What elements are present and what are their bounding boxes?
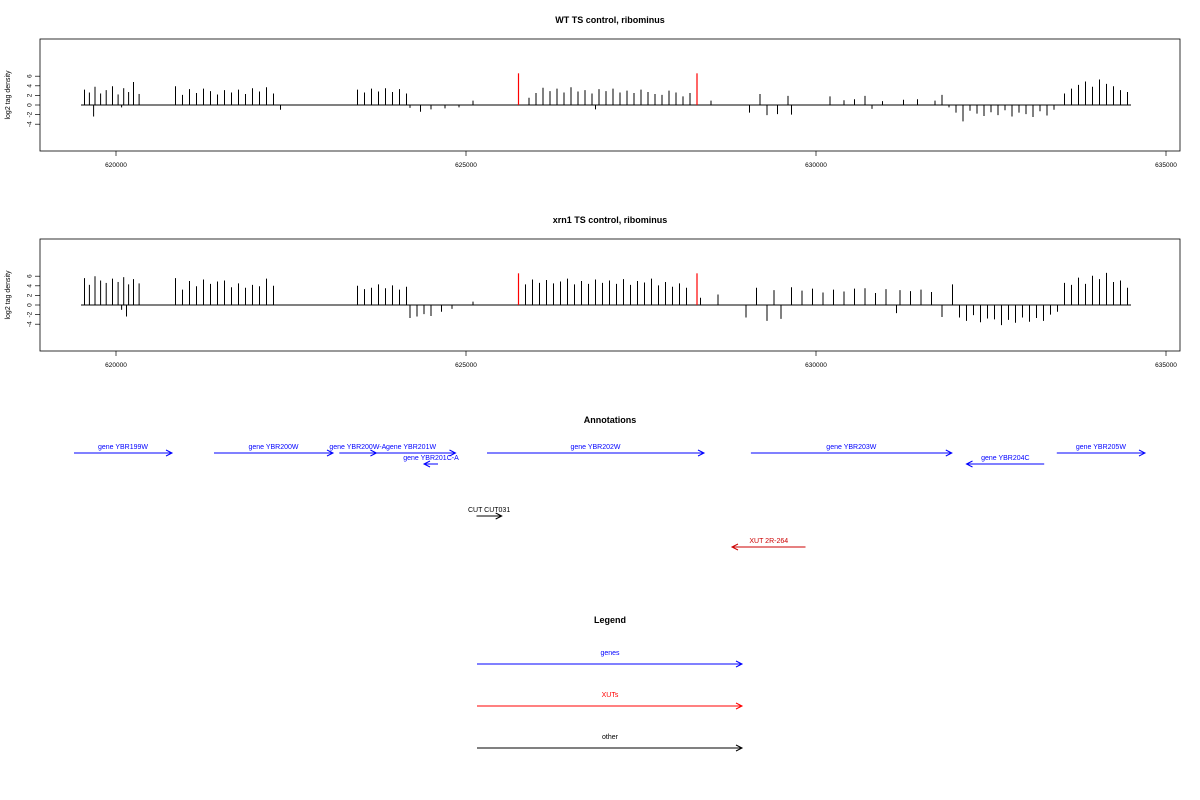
y-tick-label: 4 <box>27 284 34 288</box>
feature: gene YBR202W <box>487 444 706 457</box>
feature: gene YBR200W <box>214 444 335 457</box>
plot-frame <box>39 38 1181 152</box>
feature: gene YBR201W <box>366 444 457 457</box>
feature-label: CUT CUT031 <box>468 507 510 514</box>
y-tick-label: 4 <box>27 84 34 88</box>
xrn1-coverage-panel: xrn1 TS control, ribominus log2 tag dens… <box>5 215 1181 369</box>
feature-label: gene YBR201W <box>386 444 436 451</box>
axis-ticks: -4 -2 0 2 4 6 620000 625000 630000 635000 <box>27 274 1178 369</box>
feature-label: gene YBR203W <box>826 444 876 451</box>
feature: gene YBR205W <box>1056 444 1147 457</box>
y-tick-label: 2 <box>27 93 34 97</box>
x-tick-label: 635000 <box>1155 362 1177 369</box>
y-tick-label: 0 <box>27 103 34 107</box>
legend-item: other <box>477 734 744 752</box>
feature-arrow-head <box>165 449 174 457</box>
panel-title: WT TS control, ribominus <box>555 15 665 25</box>
coverage-bars <box>81 73 1131 122</box>
feature: CUT CUT031 <box>468 507 510 520</box>
feature-label: gene YBR200W <box>248 444 298 451</box>
x-tick-label: 620000 <box>105 362 127 369</box>
feature-arrow-head <box>945 449 953 457</box>
y-tick-label: 0 <box>27 303 34 307</box>
feature-label: gene YBR204C <box>981 455 1030 462</box>
feature-arrow-head <box>735 702 744 710</box>
plot-frame <box>39 238 1181 352</box>
feature: gene YBR199W <box>74 444 174 457</box>
y-tick-label: 6 <box>27 74 34 78</box>
feature-label: XUT 2R-264 <box>749 538 788 545</box>
x-tick-label: 625000 <box>455 362 477 369</box>
feature-arrow-head <box>965 460 973 468</box>
feature-arrow-head <box>326 449 335 457</box>
panel-title: xrn1 TS control, ribominus <box>553 215 668 225</box>
feature: gene YBR201C-A <box>403 455 459 468</box>
axis-ticks: -4 -2 0 2 4 6 620000 625000 630000 635000 <box>27 74 1178 169</box>
feature-arrow-head <box>422 460 431 468</box>
legend-item-label: other <box>602 734 619 741</box>
y-axis-label: log2 tag density <box>5 270 12 320</box>
feature-label: gene YBR202W <box>570 444 620 451</box>
legend-items: genes XUTs other <box>477 650 744 752</box>
x-tick-label: 625000 <box>455 162 477 169</box>
y-tick-label: -2 <box>27 111 34 117</box>
legend: Legend genes XUTs other <box>477 615 744 752</box>
feature-arrow-head <box>697 449 706 457</box>
feature-arrow-head <box>449 449 457 457</box>
y-tick-label: -2 <box>27 311 34 317</box>
feature-arrow-head <box>495 512 503 520</box>
legend-item-label: genes <box>600 650 620 657</box>
x-tick-label: 620000 <box>105 162 127 169</box>
y-axis-label: log2 tag density <box>5 70 12 120</box>
annotations-title: Annotations <box>584 415 637 425</box>
legend-item-label: XUTs <box>602 692 619 699</box>
annotations-track: Annotations gene YBR199W gene YBR200W gene… <box>74 415 1147 551</box>
legend-item: XUTs <box>477 692 744 710</box>
feature-label: gene YBR200W-A <box>329 444 386 451</box>
feature-arrows: gene YBR199W gene YBR200W gene YBR200W-A ge… <box>74 444 1147 551</box>
coverage-bars <box>81 272 1131 326</box>
feature: gene YBR204C <box>965 455 1045 468</box>
feature-label: gene YBR199W <box>98 444 148 451</box>
y-tick-label: 6 <box>27 274 34 278</box>
feature: gene YBR200W-A <box>329 444 387 457</box>
x-tick-label: 630000 <box>805 362 827 369</box>
x-tick-label: 635000 <box>1155 162 1177 169</box>
x-tick-label: 630000 <box>805 162 827 169</box>
feature-arrow-head <box>1138 449 1147 457</box>
y-tick-label: -4 <box>27 121 34 127</box>
feature: XUT 2R-264 <box>730 538 806 551</box>
wt-coverage-panel: WT TS control, ribominus log2 tag densit… <box>5 15 1181 169</box>
feature-label: gene YBR201C-A <box>403 455 459 462</box>
feature-arrow-head <box>735 744 744 752</box>
feature-arrow-head <box>730 543 739 551</box>
feature-label: gene YBR205W <box>1076 444 1126 451</box>
legend-title: Legend <box>594 615 626 625</box>
y-tick-label: 2 <box>27 293 34 297</box>
legend-item: genes <box>477 650 744 668</box>
feature: gene YBR203W <box>750 444 953 457</box>
y-tick-label: -4 <box>27 321 34 327</box>
feature-arrow-head <box>735 660 744 668</box>
